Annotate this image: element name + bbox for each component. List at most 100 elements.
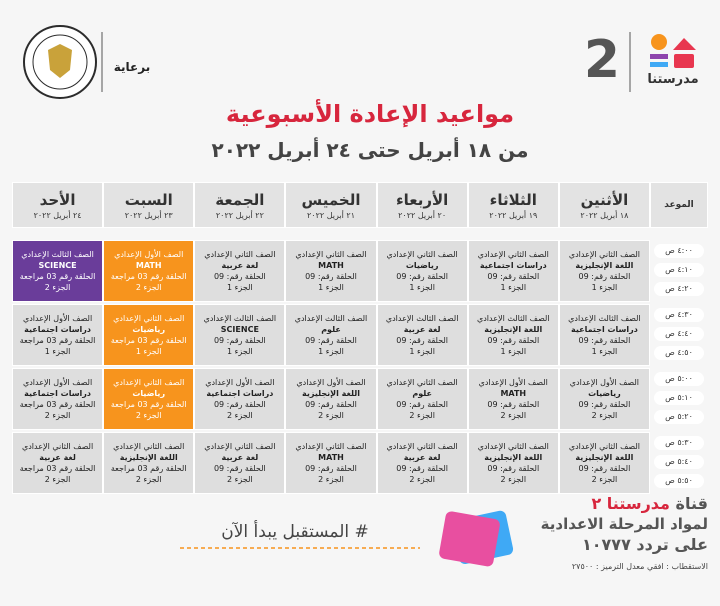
cell-line: الحلقة رقم: 09 bbox=[213, 464, 266, 473]
schedule-cell: الصف الأول الإعدادي MATH الحلقة رقم 03 مرا… bbox=[103, 240, 195, 302]
day-header: الأربعاء ٢٠ أبريل ٢٠٢٢ bbox=[376, 182, 468, 228]
cell-line: الحلقة رقم: 09 bbox=[578, 336, 631, 345]
time-slot: ٤:٤٠ ص bbox=[654, 327, 704, 341]
schedule-cell: الصف الثالث الإعدادي SCIENCE الحلقة رقم: 0… bbox=[194, 304, 286, 366]
schedule-cell: الصف الثاني الإعدادي MATH الحلقة رقم: 09 ال… bbox=[285, 240, 377, 302]
cell-line: الصف الثاني الإعدادي bbox=[113, 314, 185, 323]
cell-line: الصف الثاني الإعدادي bbox=[477, 442, 549, 451]
day-name: الأربعاء bbox=[395, 190, 449, 209]
schedule-cell: الصف الثاني الإعدادي دراسات اجتماعية الحلق… bbox=[467, 240, 559, 302]
schedule-cell: الصف الثاني الإعدادي لغة عربية الحلقة رقم:… bbox=[376, 432, 468, 494]
day-header: الثلاثاء ١٩ أبريل ٢٠٢٢ bbox=[467, 182, 559, 228]
cell-line: الجزء 1 bbox=[318, 347, 344, 356]
day-date: ١٩ أبريل ٢٠٢٢ bbox=[489, 210, 538, 220]
time-slot: ٥:٢٠ ص bbox=[654, 410, 704, 424]
time-slot: ٤:٢٠ ص bbox=[654, 282, 704, 296]
cell-line: الحلقة رقم: 09 bbox=[578, 464, 631, 473]
cell-line: الجزء 2 bbox=[500, 475, 527, 484]
schedule-cell: الصف الثالث الإعدادي اللغة الإنجليزية الحل… bbox=[467, 304, 559, 366]
day-header: الأثنين ١٨ أبريل ٢٠٢٢ bbox=[558, 182, 650, 228]
cell-line: الحلقة رقم: 09 bbox=[487, 400, 540, 409]
schedule-cell: الصف الثالث الإعدادي SCIENCE الحلقة رقم 03… bbox=[12, 240, 104, 302]
cell-line: اللغة الإنجليزية bbox=[119, 453, 178, 462]
schedule-cell: الصف الأول الإعدادي رياضيات الحلقة رقم: 09… bbox=[558, 368, 650, 430]
time-slot: ٥:٥٠ ص bbox=[654, 474, 704, 488]
cell-line: الصف الثاني الإعدادي bbox=[113, 378, 185, 387]
cell-line: الحلقة رقم 03 مراجعة bbox=[110, 336, 187, 345]
cell-line: الجزء 2 bbox=[135, 283, 162, 292]
cell-line: رياضيات bbox=[132, 389, 166, 398]
cell-line: الحلقة رقم 03 مراجعة bbox=[19, 272, 96, 281]
cell-line: الحلقة رقم: 09 bbox=[396, 400, 449, 409]
cell-line: الصف الأول الإعدادي bbox=[205, 378, 275, 387]
cell-line: اللغة الإنجليزية bbox=[484, 325, 543, 334]
title: مواعيد الإعادة الأسبوعية bbox=[225, 100, 515, 128]
cell-line: الجزء 2 bbox=[409, 411, 435, 420]
cell-line: اللغة الإنجليزية bbox=[302, 389, 360, 398]
day-date: ٢٢ أبريل ٢٠٢٢ bbox=[215, 210, 264, 220]
cell-line: لغة عربية bbox=[221, 261, 259, 270]
cell-line: الجزء 2 bbox=[591, 475, 618, 484]
schedule-cell: الصف الثاني الإعدادي لغة عربية الحلقة رقم … bbox=[12, 432, 104, 494]
time-header: الموعد bbox=[650, 182, 708, 228]
cell-line: الجزء 2 bbox=[318, 475, 344, 484]
cell-line: الصف الثاني الإعدادي bbox=[386, 378, 458, 387]
time-slot: ٥:٤٠ ص bbox=[654, 455, 704, 469]
cell-line: الصف الثاني الإعدادي bbox=[386, 442, 458, 451]
schedule-cell: الصف الأول الإعدادي دراسات اجتماعية الحلقة… bbox=[194, 368, 286, 430]
day-date: ٢١ أبريل ٢٠٢٢ bbox=[306, 210, 355, 220]
schedule-cell: الصف الثالث الإعدادي علوم الحلقة رقم: 09 ال… bbox=[285, 304, 377, 366]
schedule-cell: الصف الثاني الإعدادي اللغة الإنجليزية الحل… bbox=[103, 432, 195, 494]
day-date: ١٨ أبريل ٢٠٢٢ bbox=[580, 210, 629, 220]
cell-line: الصف الثاني الإعدادي bbox=[568, 442, 641, 451]
channel-number: 2 bbox=[583, 30, 621, 90]
cell-line: الجزء 1 bbox=[227, 347, 253, 356]
cell-line: الحلقة رقم: 09 bbox=[305, 464, 357, 473]
cell-line: دراسات اجتماعية bbox=[479, 261, 547, 270]
day-name: الخميس bbox=[301, 190, 361, 209]
cell-line: الجزء 1 bbox=[591, 283, 618, 292]
cell-line: الحلقة رقم 03 مراجعة bbox=[19, 464, 96, 473]
cell-line: رياضيات bbox=[405, 261, 439, 270]
cell-line: الحلقة رقم: 09 bbox=[487, 272, 540, 281]
cell-line: الحلقة رقم 03 مراجعة bbox=[110, 272, 187, 281]
cell-line: علوم bbox=[412, 389, 432, 398]
time-slot: ٤:٣٠ ص bbox=[654, 308, 704, 322]
schedule-cell: الصف الثاني الإعدادي MATH الحلقة رقم: 09 ال… bbox=[285, 432, 377, 494]
time-slot: ٥:١٠ ص bbox=[654, 391, 704, 405]
schedule-cell: الصف الثاني الإعدادي اللغة الإنجليزية الحل… bbox=[467, 432, 559, 494]
day-name: الأثنين bbox=[580, 190, 629, 209]
cell-line: الحلقة رقم: 09 bbox=[305, 400, 357, 409]
schedule-cell: الصف الثاني الإعدادي لغة عربية الحلقة رقم:… bbox=[194, 432, 286, 494]
time-slot: ٤:٥٠ ص bbox=[654, 346, 704, 360]
cell-line: الجزء 2 bbox=[227, 475, 253, 484]
cell-line: الجزء 2 bbox=[591, 411, 618, 420]
cell-line: اللغة الإنجليزية bbox=[484, 453, 543, 462]
cell-line: الصف الثالث الإعدادي bbox=[476, 314, 550, 323]
cell-line: الحلقة رقم: 09 bbox=[213, 272, 266, 281]
cell-line: الجزء 2 bbox=[500, 411, 527, 420]
cell-line: الصف الثاني الإعدادي bbox=[295, 442, 367, 451]
cell-line: الحلقة رقم: 09 bbox=[213, 400, 266, 409]
cell-line: الحلقة رقم: 09 bbox=[487, 336, 540, 345]
cell-line: الحلقة رقم 03 مراجعة bbox=[110, 400, 187, 409]
schedule-cell: الصف الثالث الإعدادي دراسات اجتماعية الحلق… bbox=[558, 304, 650, 366]
schedule-cell: الصف الأول الإعدادي اللغة الإنجليزية الحلق… bbox=[285, 368, 377, 430]
time-slot: ٤:٠٠ ص bbox=[654, 244, 704, 258]
cell-line: الصف الثالث الإعدادي bbox=[294, 314, 368, 323]
cell-line: اللغة الإنجليزية bbox=[575, 261, 634, 270]
day-date: ٢٤ أبريل ٢٠٢٢ bbox=[33, 210, 82, 220]
sponsor: برعاية bbox=[113, 60, 151, 74]
cell-line: MATH bbox=[318, 453, 344, 462]
cell-line: الجزء 2 bbox=[135, 411, 162, 420]
subtitle: من ١٨ أبريل حتى ٢٤ أبريل ٢٠٢٢ bbox=[211, 138, 529, 162]
cell-line: الجزء 2 bbox=[227, 411, 253, 420]
day-date: ٢٠ أبريل ٢٠٢٢ bbox=[398, 210, 447, 220]
cell-line: الحلقة رقم: 09 bbox=[578, 400, 631, 409]
cell-line: الجزء 1 bbox=[409, 283, 435, 292]
cell-line: الصف الثاني الإعدادي bbox=[204, 250, 276, 259]
day-header: الخميس ٢١ أبريل ٢٠٢٢ bbox=[285, 182, 377, 228]
cell-line: دراسات اجتماعية bbox=[24, 389, 92, 398]
